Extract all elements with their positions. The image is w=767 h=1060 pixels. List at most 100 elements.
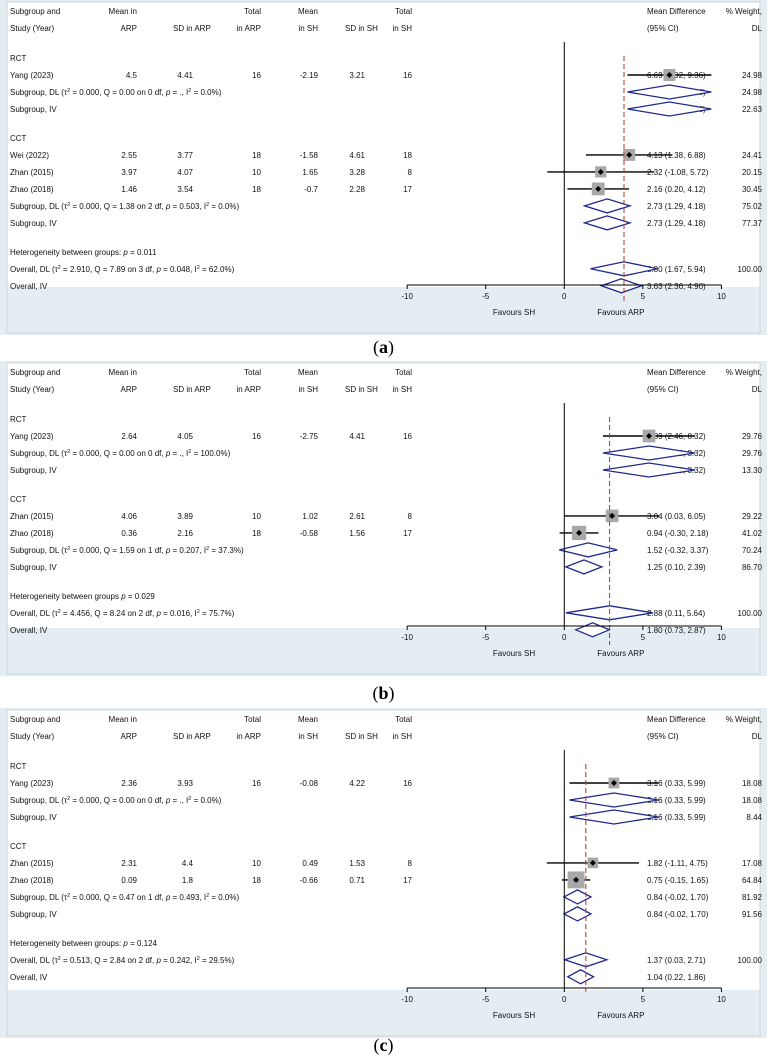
forest-plot-a-svg: Subgroup and Study (Year) Mean in ARP SD in … xyxy=(0,0,767,335)
p0-row-14-pooled-label: Overall, IV xyxy=(10,282,48,291)
p2-row-3-ci-text: 3.16 (0.33, 5.99) xyxy=(647,813,706,822)
p2-row-12-pooled-label: Overall, DL (τ2 = 0.513, Q = 2.84 on 2 d… xyxy=(10,956,235,965)
p2-header-weight-line2: DL xyxy=(752,732,763,741)
p2-row-12-ci-text: 1.37 (0.03, 2.71) xyxy=(647,956,706,965)
p1-row-11-note: Heterogeneity between groups p = 0.029 xyxy=(10,592,155,601)
p2-header-total-sh-line1: Total xyxy=(395,715,412,724)
forest-plot-c-svg: Subgroup and Study (Year) Mean in ARP SD in … xyxy=(0,708,767,1038)
p1-header-total-arp-line1: Total xyxy=(244,368,261,377)
p0-row-10-ci-text: 2.73 (1.29, 4.18) xyxy=(647,219,706,228)
p2-row-1-sd-sh: 4.22 xyxy=(349,779,365,788)
p0-row-1-mean-sh: -2.19 xyxy=(300,71,319,80)
p2-header-mean-sh-line2: in SH xyxy=(298,732,318,741)
p2-row-1-point-estimate xyxy=(610,780,617,786)
p1-row-3-pooled-label: Subgroup, IV xyxy=(10,466,57,475)
caption-b: (b) xyxy=(372,683,395,703)
p0-row-9-pooled-label: Subgroup, DL (τ2 = 0.000, Q = 1.38 on 2 … xyxy=(10,202,239,211)
p2-row-7-study-label: Zhao (2018) xyxy=(10,876,54,885)
p1-row-7-mean-arp: 0.36 xyxy=(121,529,137,538)
p1-row-6-sd-sh: 2.61 xyxy=(349,512,365,521)
forest-plot-a: Subgroup and Study (Year) Mean in ARP SD in … xyxy=(0,0,767,335)
p0-row-14-pooled-diamond xyxy=(599,278,644,294)
p2-row-9-pooled-label: Subgroup, IV xyxy=(10,910,57,919)
p1-row-12-pooled-label: Overall, DL (τ2 = 4.456, Q = 8.24 on 2 d… xyxy=(10,609,235,618)
p1-row-2-pooled-label: Subgroup, DL (τ2 = 0.000, Q = 0.00 on 0 … xyxy=(10,449,231,458)
p0-row-7-ci-text: 2.32 (-1.08, 5.72) xyxy=(647,168,709,177)
p1-row-6-ci-text: 3.04 (0.03, 6.05) xyxy=(647,512,706,521)
p2-row-1-mean-sh: -0.08 xyxy=(300,779,319,788)
p0-row-8-mean-sh: -0.7 xyxy=(304,185,318,194)
p2-row-1-study-label: Yang (2023) xyxy=(10,779,54,788)
p2-row-2-weight: 18.08 xyxy=(742,796,763,805)
p1-row-1-sd-sh: 4.41 xyxy=(349,432,365,441)
p1-row-1-mean-sh: -2.75 xyxy=(300,432,319,441)
p2-row-6-weight: 17.08 xyxy=(742,859,763,868)
p1-favours-left: Favours SH xyxy=(493,649,535,658)
p0-header-weight-line1: % Weight, xyxy=(726,7,762,16)
p1-header-mean-arp-line2: ARP xyxy=(121,385,137,394)
p1-row-1-study-label: Yang (2023) xyxy=(10,432,54,441)
p2-header-sd-arp: SD in ARP xyxy=(173,732,211,741)
p0-row-6-sd-sh: 4.61 xyxy=(349,151,365,160)
p1-header-total-arp-line2: in ARP xyxy=(237,385,261,394)
p2-row-12-weight: 100.00 xyxy=(738,956,763,965)
p2-row-3-pooled-label: Subgroup, IV xyxy=(10,813,57,822)
p1-row-7-study-label: Zhao (2018) xyxy=(10,529,54,538)
p0-row-9-weight: 75.02 xyxy=(742,202,763,211)
p2-header-mean-arp-line2: ARP xyxy=(121,732,137,741)
p2-header-subgroup-line2: Study (Year) xyxy=(10,732,55,741)
p0-row-7-total-sh: 8 xyxy=(408,168,413,177)
p1-row-1-total-sh: 16 xyxy=(403,432,412,441)
p1-header-md-line1: Mean Difference xyxy=(647,368,706,377)
p1-table-area xyxy=(7,363,760,628)
p0-header-mean-arp-line2: ARP xyxy=(121,24,137,33)
p2-row-2-ci-text: 3.16 (0.33, 5.99) xyxy=(647,796,706,805)
p1-row-8-ci-text: 1.52 (-0.32, 3.37) xyxy=(647,546,709,555)
p1-row-13-ci-text: 1.80 (0.73, 2.87) xyxy=(647,626,706,635)
p2-row-9-weight: 91.56 xyxy=(742,910,763,919)
p0-x-tick-label-2: 0 xyxy=(562,292,567,301)
p0-row-3-pooled-label: Subgroup, IV xyxy=(10,105,57,114)
p0-row-6-ci-text: 4.13 (1.38, 6.88) xyxy=(647,151,706,160)
p0-row-14-ci-text: 3.63 (2.36, 4.90) xyxy=(647,282,706,291)
caption-c: (c) xyxy=(373,1035,394,1055)
p2-header-total-arp-line1: Total xyxy=(244,715,261,724)
p2-row-7-sd-sh: 0.71 xyxy=(349,876,365,885)
p1-row-7-point-estimate xyxy=(576,529,583,536)
caption-a: (a) xyxy=(373,337,394,357)
caption-b-letter: b xyxy=(378,683,389,703)
p0-row-7-mean-sh: 1.65 xyxy=(302,168,318,177)
p2-row-5-group-label: CCT xyxy=(10,842,27,851)
p1-row-9-weight: 86.70 xyxy=(742,563,763,572)
p0-row-3-weight: 22.63 xyxy=(742,105,763,114)
p0-header-weight-line2: DL xyxy=(752,24,763,33)
p2-row-3-pooled-diamond xyxy=(569,809,659,825)
p0-row-1-total-sh: 16 xyxy=(403,71,412,80)
p1-row-6-sd-arp: 3.89 xyxy=(177,512,193,521)
p1-row-3-weight: 13.30 xyxy=(742,466,763,475)
p1-row-6-total-sh: 8 xyxy=(408,512,413,521)
p1-row-2-pooled-diamond xyxy=(602,445,696,461)
p2-row-6-total-arp: 10 xyxy=(252,859,261,868)
forest-plot-c: Subgroup and Study (Year) Mean in ARP SD in … xyxy=(0,708,767,1038)
p2-row-8-pooled-label: Subgroup, DL (τ2 = 0.000, Q = 0.47 on 1 … xyxy=(10,893,239,902)
p2-row-1-ci-text: 3.16 (0.33, 5.99) xyxy=(647,779,706,788)
p2-row-6-mean-sh: 0.49 xyxy=(302,859,318,868)
p2-x-tick-label-0: -10 xyxy=(401,995,413,1004)
p1-header-subgroup-line1: Subgroup and xyxy=(10,368,60,377)
p0-row-1-study-label: Yang (2023) xyxy=(10,71,54,80)
p2-row-7-ci-text: 0.75 (-0.15, 1.65) xyxy=(647,876,709,885)
p1-row-1-total-arp: 16 xyxy=(252,432,261,441)
p0-row-13-ci-text: 3.80 (1.67, 5.94) xyxy=(647,265,706,274)
p0-header-mean-sh-line1: Mean xyxy=(298,7,318,16)
p1-row-8-weight: 70.24 xyxy=(742,546,763,555)
p2-row-6-total-sh: 8 xyxy=(408,859,413,868)
p2-row-2-pooled-label: Subgroup, DL (τ2 = 0.000, Q = 0.00 on 0 … xyxy=(10,796,222,805)
p0-row-1-sd-arp: 4.41 xyxy=(177,71,193,80)
p2-row-9-pooled-diamond xyxy=(562,906,593,922)
p1-row-6-mean-sh: 1.02 xyxy=(302,512,318,521)
p2-row-11-note: Heterogeneity between groups: p = 0.124 xyxy=(10,939,158,948)
p0-row-2-weight: 24.98 xyxy=(742,88,763,97)
p0-row-8-sd-arp: 3.54 xyxy=(177,185,193,194)
p2-row-0-group-label: RCT xyxy=(10,762,27,771)
